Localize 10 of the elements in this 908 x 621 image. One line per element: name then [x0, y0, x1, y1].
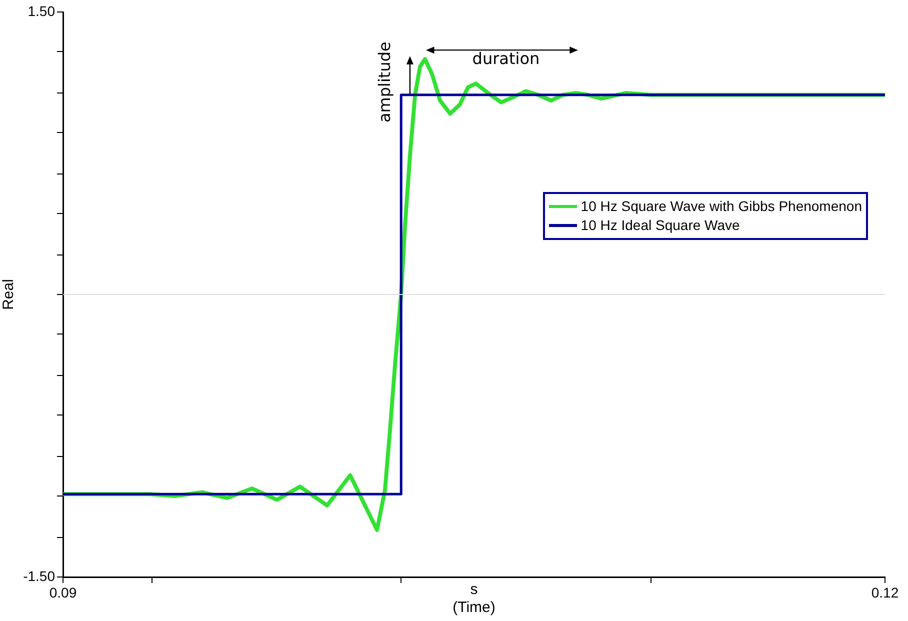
annotation: amplitude — [375, 42, 394, 123]
y-axis-title: Real — [0, 279, 18, 310]
y-tick-label: -1.50 — [23, 568, 56, 584]
y-tick-label: 1.50 — [28, 2, 56, 19]
legend-label: 10 Hz Ideal Square Wave — [580, 216, 740, 235]
x-axis-title: s (Time) — [452, 581, 496, 616]
legend-label: 10 Hz Square Wave with Gibbs Phenomenon — [580, 197, 862, 216]
x-tick-label: 0.12 — [871, 584, 899, 600]
x-tick-label: 0.09 — [49, 584, 77, 600]
annotation: duration — [472, 49, 540, 68]
